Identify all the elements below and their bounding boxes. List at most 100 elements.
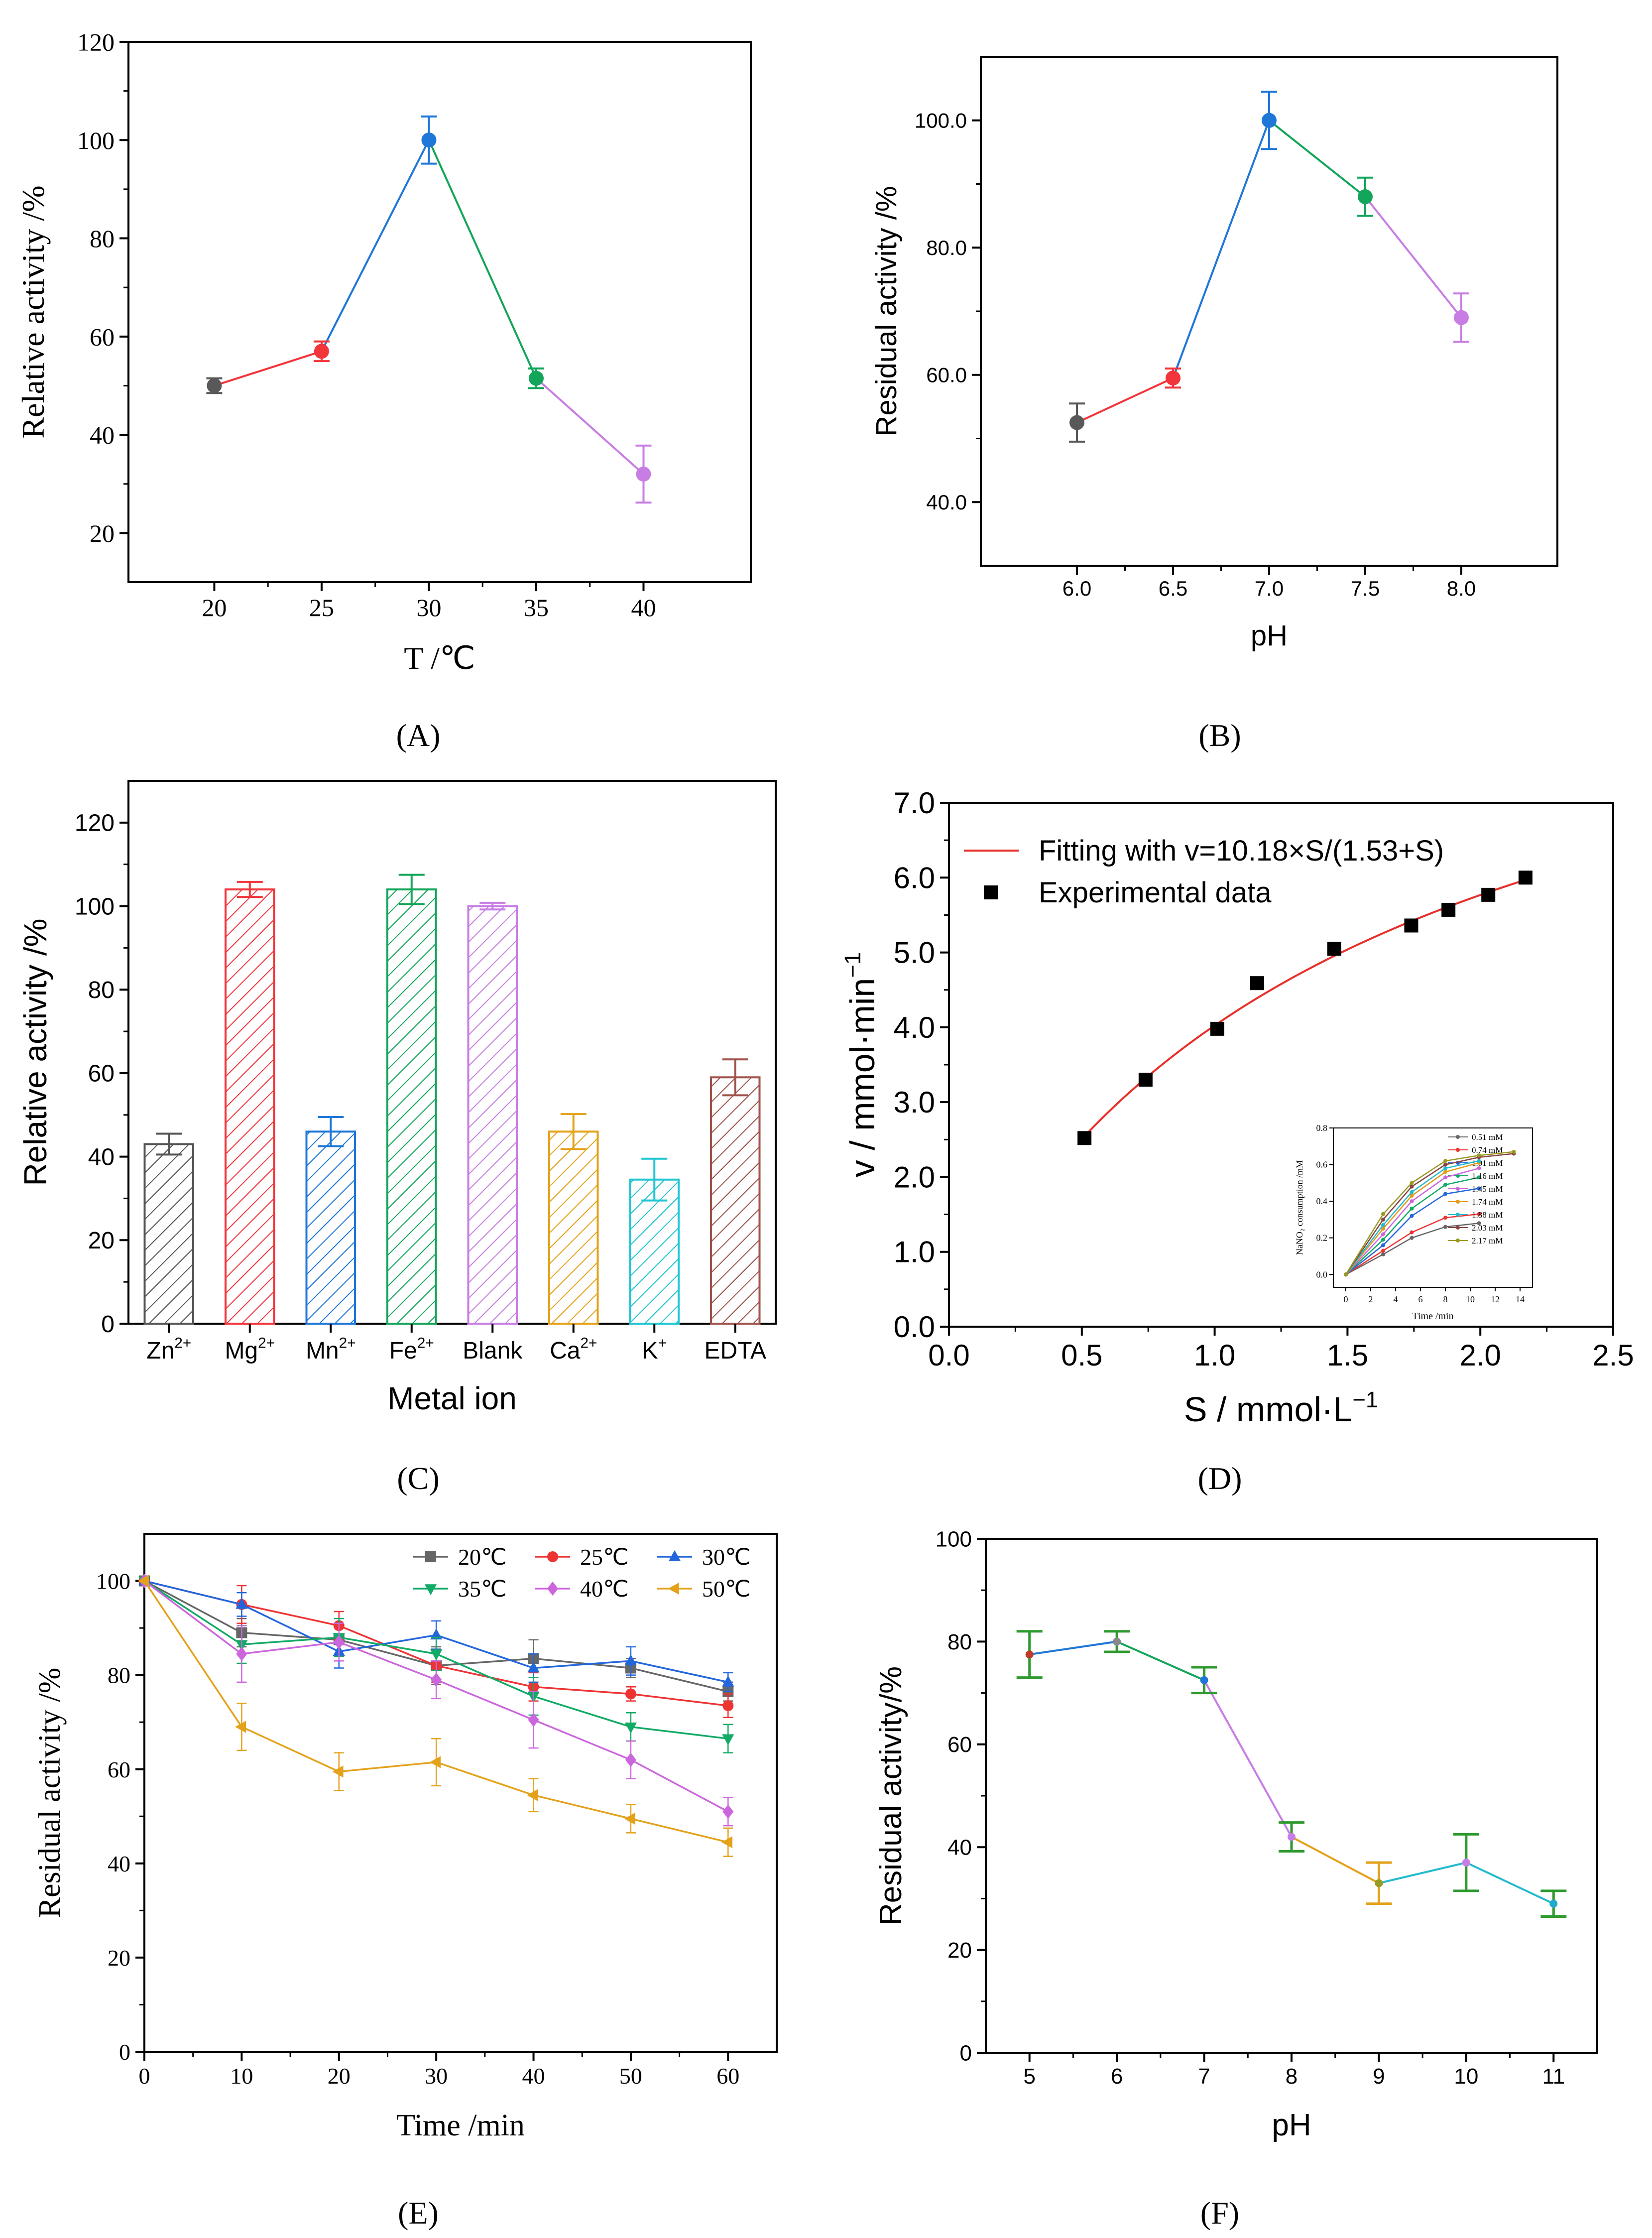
data-point: [1462, 1859, 1470, 1867]
inset-series-point: [1410, 1184, 1414, 1189]
x-tick-label: 0.0: [928, 1339, 969, 1372]
y-tick-label: 4.0: [894, 1011, 935, 1044]
legend-label: 35℃: [458, 1576, 507, 1602]
inset-legend-marker: [1456, 1226, 1460, 1230]
inset-series-point: [1477, 1153, 1481, 1158]
inset-legend-label: 1.88 mM: [1472, 1210, 1503, 1220]
x-tick-label: 2.5: [1592, 1339, 1634, 1372]
data-point: [1327, 942, 1341, 956]
y-tick-label: 40: [947, 1836, 972, 1860]
series-marker: [236, 1646, 247, 1661]
panel-d: 0.0 0.5 1.0 1.5 2.0 2.5 0.0 1.0 2.0 3.0 4.0 5.0 6.0 7…: [840, 786, 1634, 1429]
x-tick-label: 25: [309, 594, 334, 622]
series-marker: [137, 1575, 149, 1587]
legend-label: 20℃: [458, 1544, 507, 1570]
inset-series-point: [1381, 1248, 1385, 1253]
inset-series-point: [1381, 1223, 1385, 1227]
x-tick-label: 1.0: [1194, 1339, 1235, 1372]
series-marker: [547, 1551, 558, 1562]
inset-x-tick-label: 14: [1516, 1294, 1525, 1304]
inset-x-tick-label: 0: [1344, 1294, 1348, 1304]
data-point: [421, 132, 437, 148]
inset-series-point: [1381, 1243, 1385, 1247]
inset-x-tick-label: 4: [1394, 1294, 1398, 1304]
y-tick-label: 60: [88, 1061, 115, 1087]
inset-series-point: [1410, 1190, 1414, 1194]
plot-frame: [127, 780, 777, 1325]
inset-x-tick-label: 12: [1491, 1294, 1500, 1304]
inset-y-tick-label: 0.6: [1316, 1160, 1328, 1170]
y-tick-label: 1.0: [894, 1236, 935, 1269]
x-tick-label: 7.5: [1351, 577, 1380, 600]
y-tick-label: 80: [947, 1630, 972, 1654]
data-point: [528, 371, 544, 386]
x-tick-label: 10: [1454, 2064, 1478, 2089]
series-marker: [668, 1550, 681, 1561]
panel-caption-b: (B): [1198, 718, 1241, 753]
inset-legend-label: 0.51 mM: [1472, 1132, 1503, 1142]
data-point: [1481, 887, 1496, 902]
x-tick-label: EDTA: [705, 1338, 766, 1364]
bar: [225, 888, 275, 1325]
panel-caption-e: (E): [398, 2195, 439, 2231]
data-point: [1250, 976, 1264, 991]
legend-fit-label: Fitting with v=10.18×S/(1.53+S): [1039, 835, 1444, 867]
x-tick-label: 60: [716, 2063, 739, 2089]
x-tick-label: 7: [1198, 2064, 1210, 2089]
panel-caption-c: (C): [397, 1461, 439, 1496]
data-point: [1358, 189, 1373, 205]
inset-x-tick-label: 10: [1466, 1294, 1475, 1304]
y-tick-label: 80: [88, 977, 115, 1003]
data-point: [1454, 310, 1469, 325]
y-tick-label: 120: [77, 28, 115, 56]
y-tick-label: 2.0: [894, 1160, 935, 1194]
series-marker: [624, 1812, 635, 1825]
series-marker: [333, 1635, 345, 1649]
y-tick-label: 100: [96, 1569, 130, 1594]
x-tick-label: 1.5: [1327, 1339, 1368, 1372]
inset-series-point: [1381, 1238, 1385, 1242]
y-tick-label: 0: [119, 2039, 130, 2065]
series-marker: [332, 1765, 344, 1778]
inset-series-point: [1512, 1149, 1516, 1154]
y-tick-label: 60: [108, 1757, 130, 1782]
inset-legend-marker: [1456, 1239, 1460, 1243]
x-tick-label: Blank: [463, 1338, 523, 1364]
y-tick-label: 5.0: [894, 936, 935, 970]
y-tick-label: 3.0: [894, 1086, 935, 1119]
x-tick-label: 2.0: [1459, 1339, 1501, 1372]
x-tick-label: 0.5: [1061, 1339, 1102, 1372]
y-tick-label: 6.0: [894, 861, 935, 894]
series-marker: [547, 1581, 558, 1596]
y-tick-label: 0.0: [894, 1310, 935, 1344]
bar: [548, 1130, 599, 1325]
inset-legend-label: 1.16 mM: [1472, 1171, 1503, 1181]
y-tick-label: 40: [88, 1144, 115, 1170]
panel-c: 0 20 40 60 80 100 120 Metal ion Relative activit…: [17, 780, 777, 1416]
data-point: [1262, 113, 1277, 128]
data-line-segment: [1076, 377, 1174, 424]
x-tick-label: 40: [522, 2063, 545, 2089]
inset-series-point: [1410, 1206, 1414, 1211]
series-marker: [722, 1675, 734, 1687]
x-tick-label-sup: 2+: [417, 1335, 434, 1351]
inset-legend-label: 2.17 mM: [1472, 1236, 1503, 1245]
inset-series-line: [1345, 1151, 1514, 1275]
inset-legend-marker: [1456, 1135, 1460, 1139]
inset-series-point: [1477, 1166, 1481, 1170]
series-marker: [722, 1700, 734, 1712]
x-tick-label: 40: [631, 594, 656, 622]
y-tick-label: 20: [108, 1945, 130, 1971]
x-tick-label-sup: 2+: [339, 1335, 356, 1351]
inset-series-point: [1410, 1230, 1414, 1235]
data-line-segment: [1116, 1640, 1205, 1681]
data-line-segment: [1268, 120, 1366, 198]
x-tick-label: 30: [416, 594, 441, 622]
bar: [386, 888, 437, 1325]
inset-y-tick-label: 0.2: [1316, 1233, 1328, 1243]
inset-y-tick-label: 0.4: [1316, 1196, 1328, 1206]
series-marker: [527, 1789, 538, 1801]
x-tick-label: 50: [619, 2063, 642, 2089]
bar: [143, 1143, 194, 1325]
x-axis-title: T /℃: [404, 640, 475, 676]
